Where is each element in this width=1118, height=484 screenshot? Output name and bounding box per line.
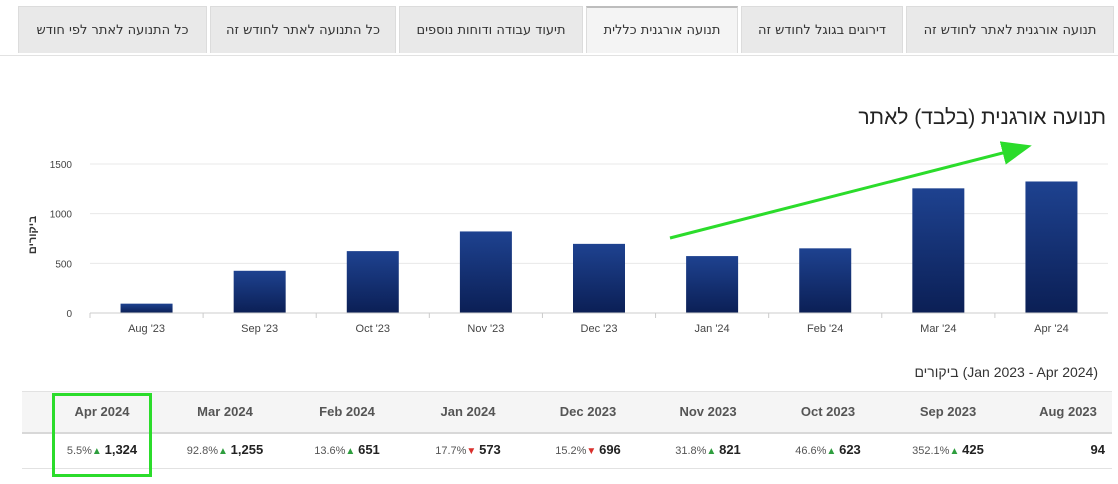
y-tick-label: 1500 <box>50 160 73 171</box>
tab-google-rankings[interactable]: דירוגים בגוגל לחודש זה <box>741 6 903 53</box>
column-header[interactable]: Dec 2023 <box>559 404 617 419</box>
column-header[interactable]: Apr 2024 <box>74 404 130 419</box>
chart-title: תנועה אורגנית (בלבד) לאתר <box>858 106 1106 129</box>
bar[interactable] <box>686 256 739 313</box>
x-tick-label: Feb '24 <box>807 323 843 335</box>
up-arrow-icon: ▲ <box>706 446 720 457</box>
table-caption: ביקורים (Jan 2023 - Apr 2024) <box>914 364 1098 380</box>
table-bottom-border <box>22 468 1112 469</box>
bar[interactable] <box>912 188 965 313</box>
x-tick-label: Mar '24 <box>920 323 956 335</box>
visits-value: 623 <box>839 442 861 457</box>
tab-all-traffic-this-month[interactable]: כל התנועה לאתר לחודש זה <box>210 6 396 53</box>
column-header[interactable]: Mar 2024 <box>197 404 253 419</box>
up-arrow-icon: ▲ <box>949 446 963 457</box>
x-tick-label: Aug '23 <box>128 323 165 335</box>
tab-bar: תנועה אורגנית לאתר לחודש זה דירוגים בגוג… <box>0 0 1118 56</box>
tab-divider <box>0 55 1118 56</box>
column-header[interactable]: Aug 2023 <box>1039 404 1097 419</box>
visits-table: ביקורים (Jan 2023 - Apr 2024) Apr 2024 5.… <box>22 355 1112 470</box>
x-tick-label: Oct '23 <box>356 323 391 335</box>
column-header[interactable]: Oct 2023 <box>800 404 856 419</box>
table-cell: 15.2%▼ 696 <box>533 441 643 459</box>
change-percent: 13.6% <box>314 445 346 457</box>
tab-organic-this-month[interactable]: תנועה אורגנית לאתר לחודש זה <box>906 6 1114 53</box>
bar[interactable] <box>573 243 625 313</box>
change-percent: 31.8% <box>675 445 707 457</box>
x-tick-label: Nov '23 <box>467 323 504 335</box>
organic-traffic-bar-chart: 0 500 1000 1500 Aug '23 Sep '23 Oct '23 Nov '2… <box>27 141 1108 335</box>
table-cell: 46.6%▲ 623 <box>773 441 883 459</box>
visits-value: 425 <box>962 442 984 457</box>
column-header[interactable]: Feb 2024 <box>319 404 375 419</box>
x-axis-ticks: Aug '23 Sep '23 Oct '23 Nov '23 Dec '23 Jan '… <box>89 312 1108 335</box>
up-arrow-icon: ▲ <box>91 446 105 457</box>
bars <box>120 181 1078 313</box>
column-header[interactable]: Nov 2023 <box>679 404 737 419</box>
table-cell: 31.8%▲ 821 <box>653 441 763 459</box>
visits-value: 1,324 <box>104 442 138 457</box>
table-cell: 13.6%▲ 651 <box>292 441 402 459</box>
table-header-row <box>22 391 1112 434</box>
visits-value: 651 <box>358 442 380 457</box>
y-tick-label: 0 <box>66 309 72 320</box>
up-arrow-icon: ▲ <box>345 446 359 457</box>
x-tick-label: Dec '23 <box>581 323 618 335</box>
bar[interactable] <box>799 248 852 313</box>
column-header[interactable]: Jan 2024 <box>440 404 496 419</box>
up-arrow-icon: ▲ <box>826 446 840 457</box>
table-cell: 352.1%▲ 425 <box>893 441 1003 459</box>
change-percent: 15.2% <box>555 445 587 457</box>
bar[interactable] <box>346 251 399 313</box>
x-tick-label: Apr '24 <box>1034 323 1069 335</box>
visits-value: 94 <box>1090 442 1105 457</box>
change-percent: 92.8% <box>186 445 218 457</box>
change-percent: 46.6% <box>795 445 827 457</box>
tab-work-log-reports[interactable]: תיעוד עבודה ודוחות נוספים <box>399 6 583 53</box>
column-header[interactable]: Sep 2023 <box>919 404 977 419</box>
table-cell: 17.7%▼ 573 <box>413 441 523 459</box>
x-tick-label: Jan '24 <box>695 323 730 335</box>
visits-value: 573 <box>479 442 501 457</box>
visits-value: 821 <box>719 442 741 457</box>
y-axis-label: ביקורים <box>27 216 39 254</box>
table-cell: 94 <box>995 441 1105 459</box>
bar[interactable] <box>120 303 173 313</box>
change-percent: 352.1% <box>912 445 950 457</box>
change-percent: 17.7% <box>435 445 467 457</box>
down-arrow-icon: ▼ <box>586 446 600 457</box>
change-percent: 5.5% <box>66 445 92 457</box>
up-arrow-icon: ▲ <box>217 446 231 457</box>
highlight-box-apr-2024 <box>52 393 152 477</box>
y-tick-label: 1000 <box>50 210 73 221</box>
trend-arrow <box>669 141 1032 240</box>
table-cell: 92.8%▲ 1,255 <box>170 441 280 459</box>
bar[interactable] <box>1025 181 1078 313</box>
bar[interactable] <box>459 231 512 313</box>
down-arrow-icon: ▼ <box>466 446 480 457</box>
y-tick-label: 500 <box>55 259 72 270</box>
tab-organic-overall[interactable]: תנועה אורגנית כללית <box>586 6 738 53</box>
visits-value: 696 <box>599 442 621 457</box>
table-cell: 5.5%▲ 1,324 <box>47 441 157 459</box>
tab-all-traffic-by-month[interactable]: כל התנועה לאתר לפי חודש <box>18 6 207 53</box>
x-tick-label: Sep '23 <box>241 323 278 335</box>
y-axis-ticks: 0 500 1000 1500 <box>50 160 73 320</box>
visits-value: 1,255 <box>230 442 264 457</box>
bar[interactable] <box>233 270 286 313</box>
